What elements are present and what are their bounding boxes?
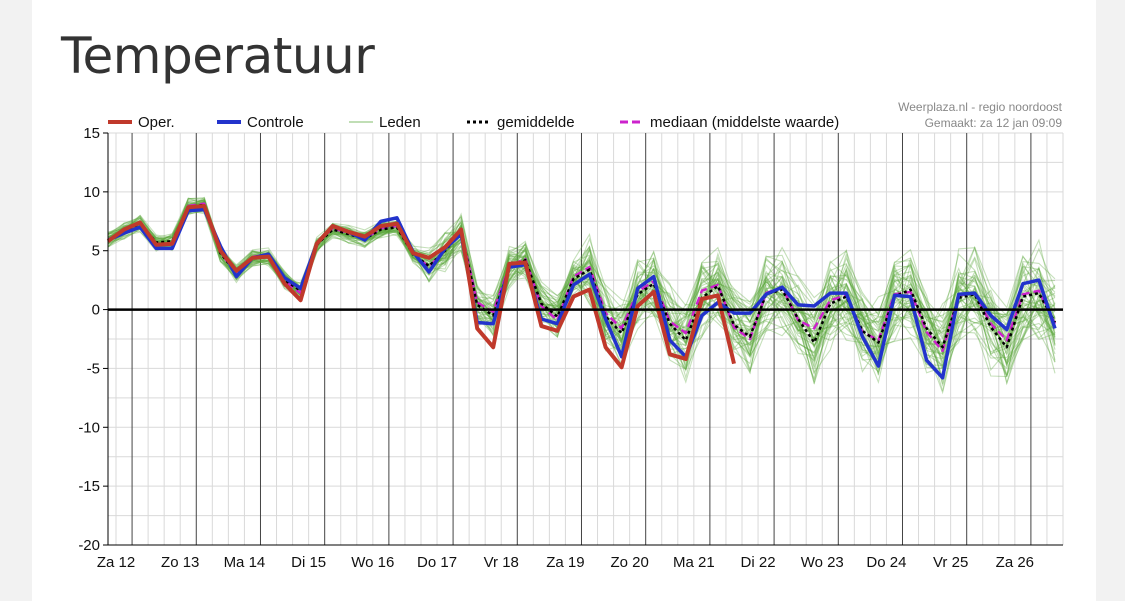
series-layer	[106, 202, 1057, 380]
x-tick-label: Za 12	[97, 554, 135, 571]
x-tick-label: Zo 20	[610, 554, 648, 571]
source-credit: Weerplaza.nl - regio noordoost	[898, 100, 1063, 114]
legend-oper-label: Oper.	[138, 114, 175, 131]
leden-member-line	[107, 201, 1056, 378]
x-tick-label: Vr 25	[933, 554, 968, 571]
y-tick-label: 5	[92, 243, 100, 260]
legend: Oper. Controle Leden gemiddelde mediaan (mid…	[108, 114, 839, 131]
made-timestamp: Gemaakt: za 12 jan 09:09	[925, 116, 1063, 130]
x-tick-label: Ma 14	[224, 554, 266, 571]
x-tick-label: Zo 13	[161, 554, 199, 571]
x-tick-label: Ma 21	[673, 554, 715, 571]
y-tick-label: -20	[78, 537, 100, 554]
x-tick-label: Za 19	[546, 554, 584, 571]
x-tick-label: Za 26	[996, 554, 1034, 571]
leden-member-line	[107, 203, 1056, 387]
page-title: Temperatuur	[61, 27, 375, 85]
y-tick-label: 0	[92, 302, 100, 319]
oper-line	[106, 204, 736, 370]
leden-member-line	[107, 206, 1056, 384]
leden-member-line	[107, 198, 1056, 356]
x-tick-label: Wo 16	[351, 554, 394, 571]
x-tick-label: Vr 18	[484, 554, 519, 571]
x-tick-label: Di 15	[291, 554, 326, 571]
leden-member-line	[107, 203, 1056, 371]
x-tick-label: Di 22	[741, 554, 776, 571]
grid-layer	[108, 132, 1064, 546]
y-tick-label: -10	[78, 419, 100, 436]
y-tick-label: -15	[78, 478, 100, 495]
leden-member-line	[107, 201, 1056, 370]
x-tick-label: Wo 23	[801, 554, 844, 571]
x-tick-label: Do 24	[866, 554, 906, 571]
legend-controle-label: Controle	[247, 114, 304, 131]
legend-gemiddelde-label: gemiddelde	[497, 114, 575, 131]
leden-member-line	[107, 205, 1056, 392]
leden-member-line	[107, 204, 1056, 386]
x-tick-label: Do 17	[417, 554, 457, 571]
leden-member-line	[107, 203, 1056, 354]
y-tick-label: 15	[83, 125, 100, 142]
y-tick-label: -5	[87, 360, 100, 377]
legend-mediaan-label: mediaan (middelste waarde)	[650, 114, 839, 131]
leden-member-line	[107, 207, 1056, 385]
leden-member-line	[107, 209, 1056, 365]
leden-member-line	[107, 197, 1056, 338]
legend-leden-label: Leden	[379, 114, 421, 131]
y-tick-label: 10	[83, 184, 100, 201]
